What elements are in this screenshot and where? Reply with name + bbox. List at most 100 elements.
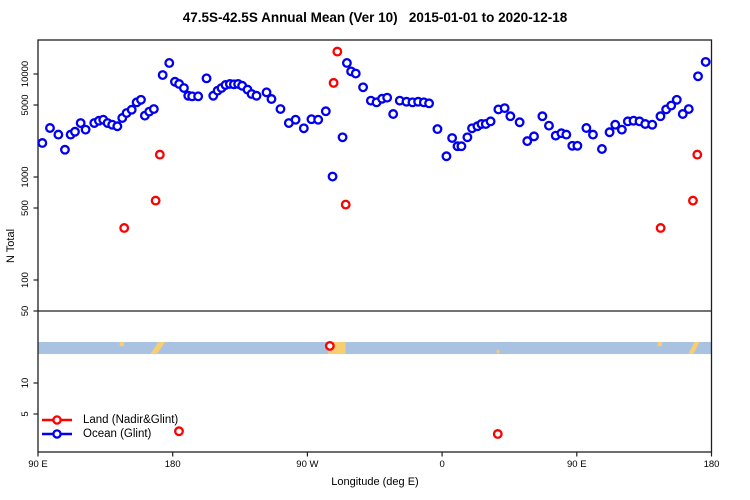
x-axis-title: Longitude (deg E) xyxy=(331,476,419,488)
data-point xyxy=(537,111,548,122)
y-tick-label: 1000 xyxy=(20,166,31,187)
data-point xyxy=(581,123,592,133)
data-point xyxy=(499,103,510,114)
legend-item-ocean: Ocean (Glint) xyxy=(41,427,178,441)
data-point xyxy=(324,340,335,351)
data-point xyxy=(126,104,137,115)
data-point xyxy=(666,100,677,111)
data-point xyxy=(456,141,467,152)
data-point xyxy=(332,46,343,57)
legend-label-ocean: Ocean (Glint) xyxy=(83,428,152,440)
data-point xyxy=(561,129,572,140)
data-point xyxy=(441,151,452,162)
data-point xyxy=(655,111,666,122)
data-point xyxy=(616,124,627,135)
y-tick-label: 10000 xyxy=(20,61,31,87)
data-point xyxy=(70,126,80,137)
map-band-land xyxy=(496,349,500,354)
data-point xyxy=(341,58,352,68)
data-point xyxy=(320,106,331,117)
data-point xyxy=(37,138,48,148)
data-point xyxy=(447,133,458,143)
data-point xyxy=(700,56,711,67)
data-point xyxy=(119,223,130,233)
data-point xyxy=(358,82,369,93)
map-band-land xyxy=(119,342,125,347)
ocean-marker-icon xyxy=(42,429,72,439)
data-point xyxy=(328,77,339,88)
data-point xyxy=(693,71,703,82)
data-point xyxy=(59,144,70,155)
y-tick-label: 5 xyxy=(20,411,31,416)
data-point xyxy=(522,136,533,147)
data-point xyxy=(261,87,272,98)
land-legend-circle xyxy=(52,415,62,425)
data-point xyxy=(313,114,324,125)
data-point xyxy=(572,140,583,151)
data-point xyxy=(604,127,615,138)
data-point xyxy=(174,426,184,437)
data-point xyxy=(350,68,361,79)
y-tick-label: 5000 xyxy=(20,94,31,115)
data-point xyxy=(462,132,473,143)
data-point xyxy=(157,70,168,80)
data-point xyxy=(201,73,212,84)
data-point xyxy=(655,223,666,233)
map-band-land xyxy=(657,342,663,347)
map-band-land xyxy=(150,342,166,355)
data-point xyxy=(529,131,539,142)
data-point xyxy=(164,58,175,68)
data-point xyxy=(193,91,204,102)
y-tick-label: 500 xyxy=(20,200,31,216)
data-point xyxy=(290,114,301,125)
data-point xyxy=(53,129,64,140)
data-point xyxy=(692,149,703,160)
x-tick-label: 180 xyxy=(704,459,720,470)
x-tick-label: 90 E xyxy=(567,459,587,470)
data-point xyxy=(687,195,698,206)
data-point xyxy=(610,119,621,130)
data-point xyxy=(671,94,682,105)
data-point xyxy=(178,83,189,93)
map-band-ocean xyxy=(38,342,712,355)
data-point xyxy=(154,149,165,160)
data-point xyxy=(266,94,277,104)
x-tick-label: 0 xyxy=(439,459,444,470)
x-tick-label: 180 xyxy=(165,459,181,470)
data-point xyxy=(382,92,393,103)
data-point xyxy=(45,123,55,133)
data-point xyxy=(298,123,309,134)
legend-label-land: Land (Nadir&Glint) xyxy=(83,414,179,426)
data-point xyxy=(337,132,348,143)
ocean-legend-circle xyxy=(52,429,62,439)
data-point xyxy=(596,144,607,154)
y-tick-label: 10 xyxy=(20,378,31,389)
data-point xyxy=(150,195,161,206)
data-point xyxy=(388,109,399,119)
data-point xyxy=(148,104,159,114)
data-point xyxy=(588,129,598,140)
legend: Land (Nadir&Glint) Ocean (Glint) xyxy=(41,413,178,441)
data-point xyxy=(112,121,123,132)
data-point xyxy=(251,90,262,101)
data-point xyxy=(505,111,516,122)
land-marker-icon xyxy=(42,415,72,425)
x-tick-label: 90 E xyxy=(28,459,48,470)
data-point xyxy=(544,120,554,131)
data-point xyxy=(136,94,146,105)
x-tick-label: 90 W xyxy=(296,459,318,470)
data-point xyxy=(647,119,658,130)
data-point xyxy=(432,124,443,135)
data-point xyxy=(80,124,91,135)
data-point xyxy=(424,98,435,109)
data-point xyxy=(677,109,688,119)
data-point xyxy=(327,171,338,182)
map-band-land xyxy=(688,342,700,355)
y-tick-label: 50 xyxy=(20,306,31,317)
data-point xyxy=(340,199,351,210)
data-point xyxy=(275,104,286,114)
data-point xyxy=(514,117,525,128)
data-point xyxy=(75,118,86,129)
